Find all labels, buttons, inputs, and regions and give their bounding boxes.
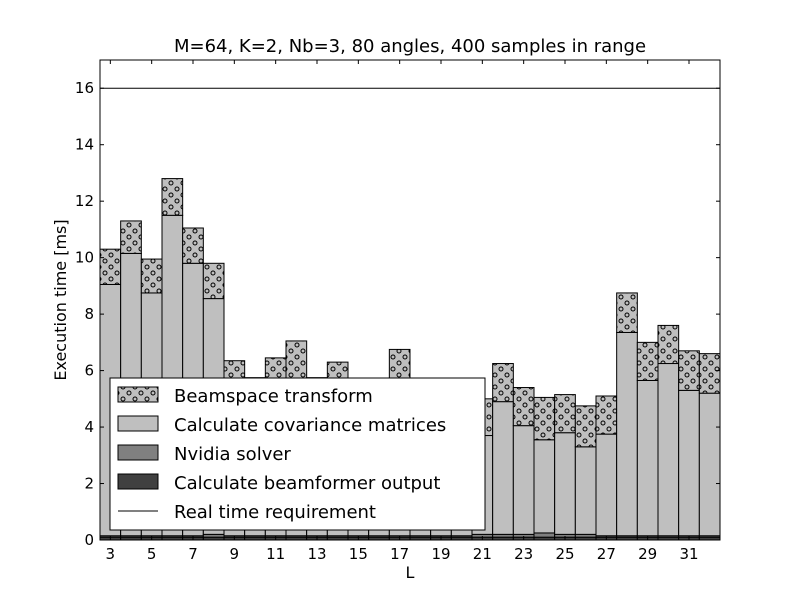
- bar-calculate-covariance-matrices-L31: [678, 389, 700, 537]
- legend-swatch-nvidia-solver: [117, 444, 159, 461]
- x-axis-label: L: [406, 563, 415, 582]
- x-tick-label-13: 13: [307, 545, 326, 563]
- y-tick-label-2: 2: [84, 475, 94, 493]
- y-tick-label-10: 10: [75, 249, 94, 267]
- bar-calculate-covariance-matrices-L32: [698, 392, 721, 537]
- y-tick-label-14: 14: [75, 136, 94, 154]
- chart-title: M=64, K=2, Nb=3, 80 angles, 400 samples …: [174, 36, 646, 57]
- y-tick-label-16: 16: [75, 79, 94, 97]
- legend-label-nvidia-solver: Nvidia solver: [174, 444, 291, 465]
- bar-beamspace-transform-L28: [616, 292, 638, 333]
- x-tick-label-9: 9: [230, 545, 240, 563]
- x-ticks-layer: 3 5 7 9 11 13 15 17 19 21 23 25 27 29 31: [106, 60, 699, 563]
- bar-calculate-covariance-matrices-L22: [492, 401, 514, 535]
- x-tick-label-17: 17: [390, 545, 409, 563]
- y-ticks-layer: 0 2 4 6 8 10 12 14 16: [75, 79, 720, 549]
- bar-calculate-covariance-matrices-L26: [574, 446, 597, 535]
- bar-beamspace-transform-L23: [512, 387, 535, 427]
- x-tick-label-3: 3: [106, 545, 116, 563]
- bar-calculate-covariance-matrices-L23: [512, 425, 535, 535]
- y-axis-label: Execution time [ms]: [51, 219, 70, 380]
- bar-calculate-covariance-matrices-L25: [554, 432, 576, 535]
- x-tick-label-11: 11: [266, 545, 285, 563]
- bar-beamspace-transform-L26: [574, 405, 597, 448]
- bar-beamspace-transform-L7: [182, 227, 204, 264]
- bar-beamspace-transform-L17: [388, 348, 411, 381]
- bar-beamspace-transform-L22: [492, 363, 514, 403]
- bar-calculate-covariance-matrices-L30: [657, 363, 680, 537]
- bar-beamspace-transform-L8: [202, 262, 225, 300]
- legend: Beamspace transform Calculate covariance …: [109, 377, 486, 531]
- bar-beamspace-transform-L32: [698, 353, 721, 394]
- x-tick-label-7: 7: [188, 545, 198, 563]
- legend-box: [109, 377, 486, 531]
- x-tick-label-29: 29: [638, 545, 657, 563]
- plot-frame: [99, 59, 721, 541]
- bar-beamspace-transform-L30: [657, 324, 680, 365]
- y-tick-label-12: 12: [75, 192, 94, 210]
- bar-nvidia-solver-L24: [533, 532, 556, 538]
- bar-beamspace-transform-L3: [99, 248, 122, 285]
- bar-calculate-covariance-matrices-L27: [595, 433, 618, 537]
- x-tick-label-23: 23: [514, 545, 533, 563]
- legend-swatch-calculate-covariance-matrices: [117, 415, 159, 432]
- y-tick-label-0: 0: [84, 531, 94, 549]
- legend-label-calculate-covariance-matrices: Calculate covariance matrices: [174, 415, 446, 436]
- x-tick-label-25: 25: [555, 545, 574, 563]
- x-tick-label-15: 15: [349, 545, 368, 563]
- bar-calculate-covariance-matrices-L24: [533, 439, 556, 534]
- legend-swatch-calculate-beamformer-output: [117, 473, 159, 490]
- y-tick-label-4: 4: [84, 418, 94, 436]
- bar-calculate-covariance-matrices-L28: [616, 331, 638, 537]
- y-tick-label-6: 6: [84, 362, 94, 380]
- bar-beamspace-transform-L24: [533, 396, 556, 441]
- bar-beamspace-transform-L6: [161, 178, 184, 216]
- bar-beamspace-transform-L27: [595, 395, 618, 435]
- x-tick-label-5: 5: [147, 545, 157, 563]
- bar-beamspace-transform-L25: [554, 394, 576, 434]
- legend-label-beamspace-transform: Beamspace transform: [174, 386, 373, 407]
- x-tick-label-31: 31: [679, 545, 698, 563]
- y-tick-label-8: 8: [84, 305, 94, 323]
- bar-beamspace-transform-L4: [120, 220, 142, 254]
- legend-label-real-time-requirement: Real time requirement: [174, 502, 376, 523]
- x-tick-label-27: 27: [597, 545, 616, 563]
- x-tick-label-19: 19: [431, 545, 450, 563]
- bar-calculate-covariance-matrices-L29: [636, 379, 659, 537]
- bar-beamspace-transform-L5: [140, 258, 163, 294]
- bar-beamspace-transform-L31: [678, 350, 700, 391]
- bar-beamspace-transform-L29: [636, 341, 659, 381]
- legend-swatch-beamspace-transform: [117, 386, 159, 403]
- legend-label-calculate-beamformer-output: Calculate beamformer output: [174, 473, 440, 494]
- x-tick-label-21: 21: [473, 545, 492, 563]
